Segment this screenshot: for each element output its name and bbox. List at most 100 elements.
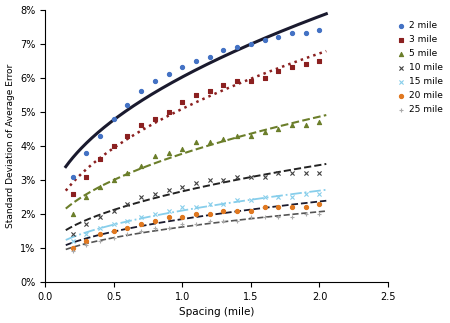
25 mile: [193, 222, 200, 227]
3 mile: [96, 157, 104, 162]
20 mile: [124, 225, 131, 230]
20 mile: [274, 204, 282, 210]
20 mile: [165, 215, 172, 220]
20 mile: [316, 201, 323, 206]
15 mile: [302, 191, 309, 196]
15 mile: [316, 191, 323, 196]
10 mile: [110, 208, 117, 213]
20 mile: [261, 204, 268, 210]
25 mile: [288, 215, 296, 220]
Legend: 2 mile, 3 mile, 5 mile, 10 mile, 15 mile, 20 mile, 25 mile: 2 mile, 3 mile, 5 mile, 10 mile, 15 mile…: [396, 19, 445, 116]
10 mile: [261, 174, 268, 179]
3 mile: [261, 75, 268, 80]
25 mile: [316, 212, 323, 217]
5 mile: [248, 133, 255, 138]
25 mile: [248, 215, 255, 220]
3 mile: [83, 174, 90, 179]
3 mile: [151, 116, 158, 121]
20 mile: [96, 232, 104, 237]
X-axis label: Spacing (mile): Spacing (mile): [179, 307, 254, 318]
3 mile: [206, 89, 213, 94]
10 mile: [151, 191, 158, 196]
2 mile: [96, 133, 104, 138]
3 mile: [302, 61, 309, 67]
10 mile: [69, 232, 76, 237]
2 mile: [261, 38, 268, 43]
5 mile: [151, 153, 158, 159]
3 mile: [248, 78, 255, 84]
10 mile: [248, 174, 255, 179]
20 mile: [69, 245, 76, 251]
25 mile: [234, 218, 241, 224]
15 mile: [151, 212, 158, 217]
15 mile: [110, 222, 117, 227]
15 mile: [138, 215, 145, 220]
15 mile: [261, 194, 268, 200]
3 mile: [165, 109, 172, 114]
2 mile: [151, 78, 158, 84]
2 mile: [274, 34, 282, 39]
3 mile: [220, 82, 227, 87]
25 mile: [96, 239, 104, 244]
2 mile: [69, 174, 76, 179]
25 mile: [69, 249, 76, 254]
20 mile: [193, 212, 200, 217]
5 mile: [110, 177, 117, 182]
5 mile: [179, 147, 186, 152]
2 mile: [302, 31, 309, 36]
5 mile: [220, 136, 227, 141]
5 mile: [206, 140, 213, 145]
5 mile: [316, 120, 323, 125]
20 mile: [179, 215, 186, 220]
15 mile: [206, 201, 213, 206]
15 mile: [179, 204, 186, 210]
3 mile: [234, 78, 241, 84]
15 mile: [193, 204, 200, 210]
3 mile: [316, 58, 323, 63]
5 mile: [234, 133, 241, 138]
3 mile: [69, 191, 76, 196]
20 mile: [206, 212, 213, 217]
2 mile: [248, 41, 255, 46]
3 mile: [124, 133, 131, 138]
2 mile: [110, 116, 117, 121]
10 mile: [138, 194, 145, 200]
2 mile: [234, 45, 241, 50]
15 mile: [288, 194, 296, 200]
25 mile: [138, 228, 145, 234]
25 mile: [220, 218, 227, 224]
25 mile: [165, 225, 172, 230]
10 mile: [288, 171, 296, 176]
25 mile: [206, 218, 213, 224]
3 mile: [110, 143, 117, 149]
2 mile: [165, 72, 172, 77]
5 mile: [96, 184, 104, 189]
20 mile: [288, 204, 296, 210]
25 mile: [179, 222, 186, 227]
5 mile: [165, 150, 172, 155]
3 mile: [288, 65, 296, 70]
20 mile: [83, 239, 90, 244]
10 mile: [206, 177, 213, 182]
10 mile: [302, 171, 309, 176]
5 mile: [138, 164, 145, 169]
5 mile: [124, 171, 131, 176]
3 mile: [138, 123, 145, 128]
10 mile: [274, 171, 282, 176]
20 mile: [302, 204, 309, 210]
15 mile: [124, 218, 131, 224]
2 mile: [124, 102, 131, 108]
25 mile: [151, 225, 158, 230]
2 mile: [288, 31, 296, 36]
20 mile: [138, 222, 145, 227]
5 mile: [83, 194, 90, 200]
10 mile: [165, 188, 172, 193]
Y-axis label: Standard Deviation of Average Error: Standard Deviation of Average Error: [5, 64, 14, 228]
2 mile: [206, 55, 213, 60]
5 mile: [288, 123, 296, 128]
3 mile: [193, 92, 200, 97]
15 mile: [248, 198, 255, 203]
15 mile: [165, 208, 172, 213]
20 mile: [110, 228, 117, 234]
10 mile: [124, 201, 131, 206]
